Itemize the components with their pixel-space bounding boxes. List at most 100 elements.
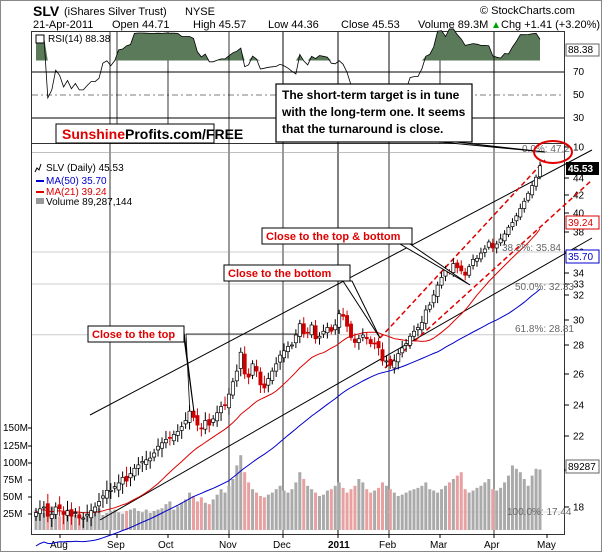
- volume-bar: [459, 472, 463, 530]
- candle-body: [144, 459, 149, 465]
- candle-body: [486, 241, 491, 248]
- volume-bar: [243, 472, 247, 530]
- candle-body: [49, 514, 54, 519]
- candle-body: [266, 378, 271, 386]
- volume-bar: [113, 509, 117, 530]
- volume-bar: [526, 485, 530, 530]
- candle-body: [317, 335, 322, 339]
- candle-body: [274, 363, 279, 372]
- candle-body: [372, 342, 377, 345]
- price-candles: [34, 161, 542, 528]
- ma50-tag: 35.70: [568, 252, 593, 263]
- volume-bar: [365, 489, 369, 530]
- volume-bar: [325, 490, 329, 530]
- channel-lower-line: [99, 237, 593, 521]
- volume-bar: [377, 487, 381, 530]
- volume-bar: [278, 485, 282, 530]
- volume-bar: [148, 513, 152, 530]
- candle-body: [108, 490, 113, 492]
- volume-tag: 89287: [568, 462, 596, 473]
- candle-body: [412, 330, 416, 337]
- quote-volume: Volume 89.3M: [418, 19, 488, 31]
- volume-bar: [357, 479, 361, 530]
- volume-bar: [215, 494, 219, 530]
- candle-body: [97, 501, 101, 507]
- candle-body: [309, 324, 314, 336]
- candle-body: [305, 331, 310, 334]
- x-tick-label: Nov: [219, 540, 237, 551]
- brand-text: SunshineProfits.com/FREE: [62, 126, 243, 142]
- price-tick-label: 10: [573, 143, 585, 154]
- candle-body: [179, 426, 184, 431]
- x-tick-label: May: [537, 540, 556, 551]
- volume-bar: [447, 482, 451, 530]
- volume-tick-label: 75M: [3, 475, 22, 486]
- volume-bar: [251, 489, 255, 530]
- brand-sunshine: Sunshine: [62, 126, 125, 142]
- volume-bar: [97, 508, 101, 530]
- candle-body: [203, 420, 208, 430]
- candle-body: [167, 437, 172, 439]
- volume-bar: [302, 479, 306, 530]
- volume-bar: [349, 489, 353, 530]
- volume-tick-label: 50M: [3, 492, 22, 503]
- candle-body: [278, 354, 283, 363]
- volume-bar: [495, 490, 499, 530]
- volume-bar: [436, 492, 440, 530]
- candle-body: [360, 334, 365, 338]
- volume-bar: [274, 489, 278, 530]
- candle-body: [230, 381, 235, 396]
- callout-line-3: that the turnaround is close.: [282, 122, 443, 136]
- candle-body: [234, 370, 239, 382]
- candle-body: [313, 325, 318, 340]
- rsi-tick-50: 50: [573, 90, 585, 101]
- volume-bar: [184, 499, 188, 530]
- price-tick-label: 22: [573, 432, 585, 443]
- volume-bar: [121, 513, 125, 530]
- volume-bar: [73, 515, 77, 530]
- volume-bar: [479, 485, 483, 530]
- candle-body: [81, 517, 86, 520]
- price-tick-label: 38: [573, 228, 585, 239]
- candle-body: [226, 393, 231, 409]
- candle-body: [419, 322, 424, 331]
- symbol: SLV: [33, 3, 60, 19]
- candle-body: [408, 335, 413, 346]
- short-channel-lower: [384, 179, 593, 369]
- price-tag: 45.53: [568, 164, 593, 175]
- volume-bar: [239, 455, 243, 530]
- volume-bar: [345, 492, 349, 530]
- volume-bar: [428, 489, 432, 530]
- volume-bar: [361, 482, 365, 530]
- rsi-overbought-fill: [36, 28, 540, 61]
- candle-body: [321, 330, 326, 335]
- volume-bar: [534, 468, 538, 530]
- close-top-bottom-box: [261, 227, 413, 245]
- candle-body: [478, 252, 483, 260]
- quote-date: 21-Apr-2011: [33, 19, 93, 31]
- volume-bar: [404, 492, 408, 530]
- candle-body: [215, 412, 220, 422]
- volume-bar: [432, 490, 436, 530]
- candle-body: [89, 510, 94, 519]
- candle-body: [53, 506, 58, 515]
- x-tick-label: Feb: [379, 540, 397, 551]
- close-bottom-pointer: [342, 280, 381, 339]
- candle-body: [404, 343, 409, 346]
- candle-body: [242, 353, 247, 375]
- volume-bar: [192, 496, 195, 530]
- volume-bar: [463, 489, 467, 530]
- brand-box: [55, 123, 215, 144]
- callout-box: [275, 83, 473, 143]
- candle-body: [128, 473, 133, 479]
- rsi-tick-30: 30: [573, 113, 585, 124]
- close-bottom-box: [223, 264, 351, 282]
- candle-body: [475, 257, 479, 262]
- candle-body: [156, 445, 161, 451]
- volume-bar: [85, 513, 89, 530]
- candle-body: [364, 336, 369, 340]
- volume-bar: [518, 472, 522, 530]
- legend-volume-icon: [36, 198, 44, 204]
- candle-body: [352, 338, 357, 343]
- rsi-current-tag-bg: [565, 43, 600, 57]
